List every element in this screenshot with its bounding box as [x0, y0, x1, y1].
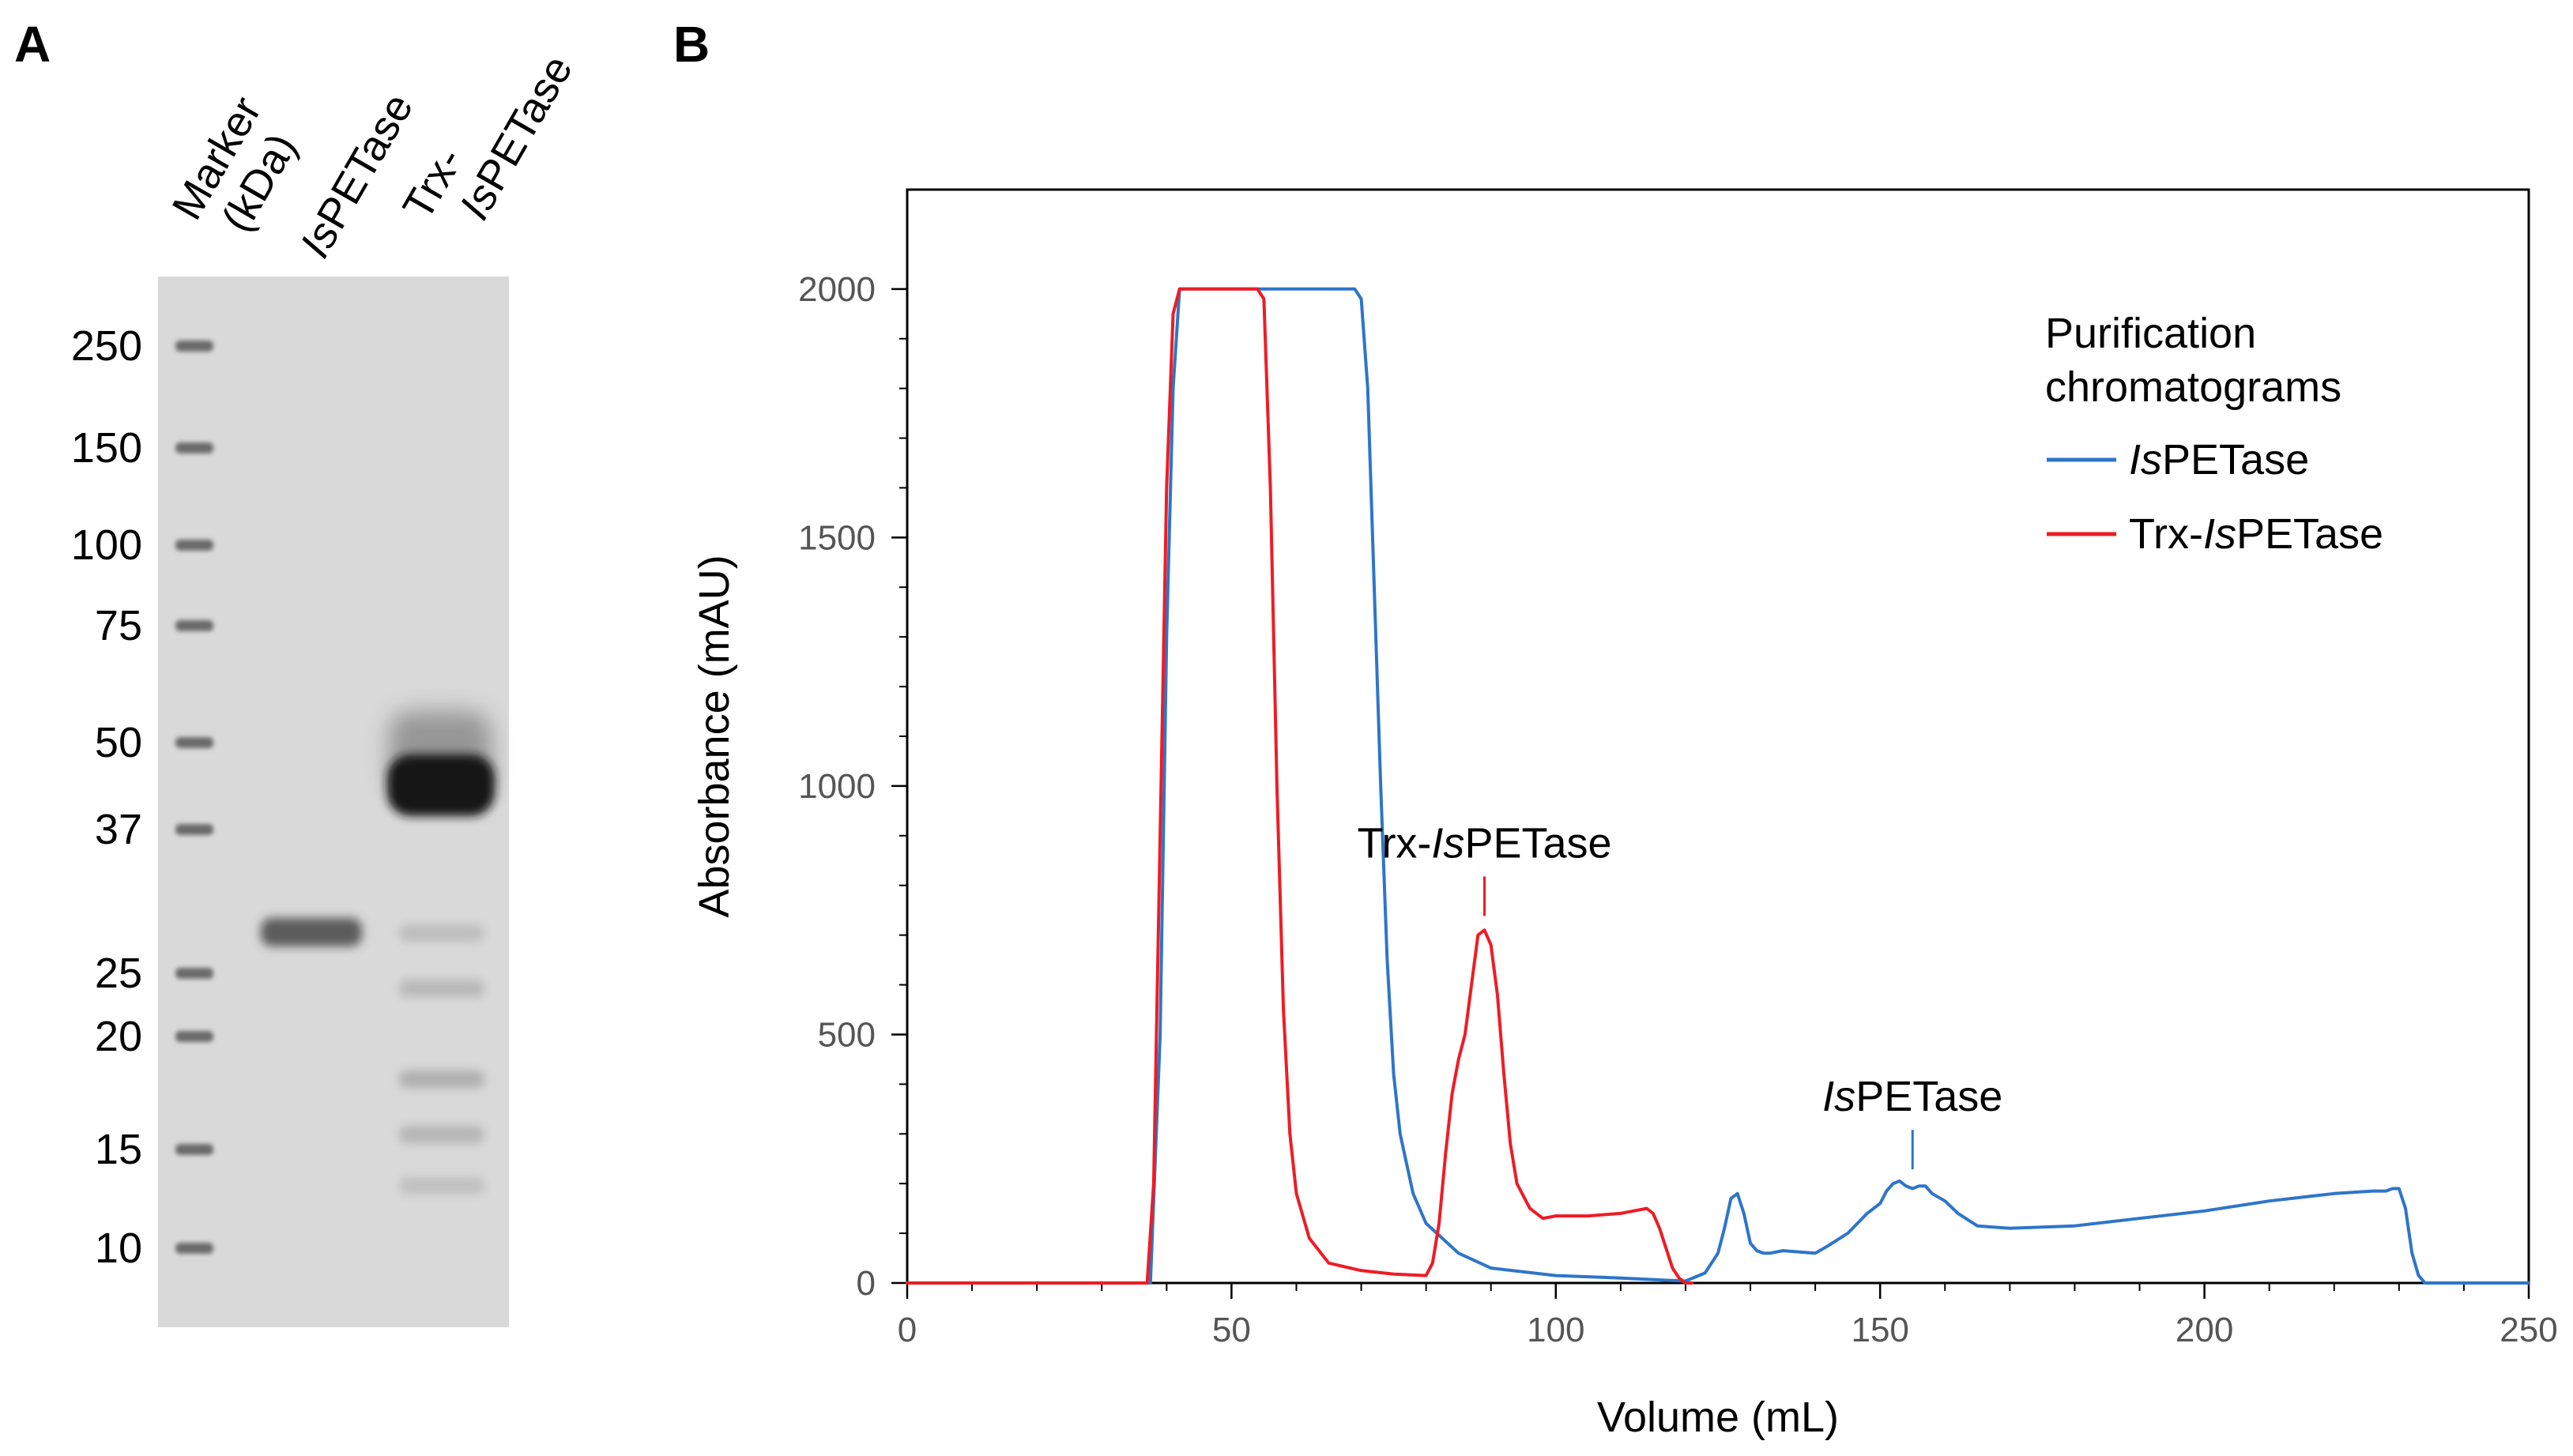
y-axis-title: Absorbance (mAU) — [691, 555, 738, 917]
lane-label-ispetase-rest: PETase — [307, 85, 422, 236]
x-tick-label-150: 150 — [1851, 1311, 1908, 1349]
panel-a-letter: A — [14, 16, 51, 73]
plot-frame — [906, 188, 2530, 1285]
marker-band-15 — [175, 1144, 213, 1155]
legend-title-line2: chromatograms — [2045, 363, 2341, 411]
panel-a: A Marker (kDa) IsPETase Trx- IsPETase 25… — [14, 16, 582, 1327]
marker-label-37: 37 — [95, 806, 142, 853]
marker-label-15: 15 — [95, 1126, 142, 1173]
legend-entry-1-italic: Is — [2203, 510, 2236, 558]
annotation-label-0-rest: PETase — [1464, 819, 1611, 867]
marker-band-75 — [175, 620, 213, 631]
marker-band-50 — [175, 737, 213, 748]
marker-label-10: 10 — [95, 1225, 142, 1272]
series-line-ispetase — [906, 287, 2530, 1285]
panel-b-letter: B — [673, 16, 710, 73]
lane-label-trx-line1: Trx- — [394, 140, 472, 228]
marker-band-20 — [175, 1031, 213, 1042]
marker-label-25: 25 — [95, 950, 142, 997]
x-tick-label-0: 0 — [898, 1311, 917, 1349]
marker-label-75: 75 — [95, 602, 142, 649]
annotation-label-1-rest: PETase — [1855, 1073, 2002, 1120]
marker-label-50: 50 — [95, 719, 142, 766]
marker-label-20: 20 — [95, 1013, 142, 1060]
x-tick-label-200: 200 — [2176, 1311, 2233, 1349]
series-line-trx-ispetase — [906, 287, 1694, 1285]
y-tick-label-2000: 2000 — [798, 270, 876, 309]
trx-minor-band — [399, 1070, 484, 1088]
y-tick-label-500: 500 — [818, 1015, 876, 1054]
trx-minor-band — [399, 1177, 484, 1195]
y-tick-label-0: 0 — [857, 1264, 876, 1303]
trx-minor-band — [399, 1126, 484, 1143]
legend: PurificationchromatogramsIsPETaseTrx-IsP… — [2045, 310, 2383, 558]
lane-label-marker: Marker (kDa) — [163, 78, 318, 252]
y-tick-label-1000: 1000 — [798, 767, 876, 806]
marker-band-10 — [175, 1243, 213, 1254]
trx-minor-band — [399, 980, 484, 997]
legend-entry-0-rest: PETase — [2162, 436, 2309, 483]
legend-entry-1-rest: PETase — [2236, 510, 2383, 558]
trx-ispetase-band — [387, 754, 495, 816]
marker-band-37 — [175, 824, 213, 835]
legend-entry-0: IsPETase — [2129, 436, 2309, 483]
panel-b: B 0 50 100 150 200 250 0 500 1000 1500 2000 Volume … — [673, 16, 2558, 1441]
marker-label-250: 250 — [71, 322, 142, 370]
annotation-label-1: IsPETase — [1822, 1073, 2002, 1120]
x-tick-label-250: 250 — [2500, 1311, 2557, 1349]
y-tick-label-1500: 1500 — [798, 518, 876, 557]
chromatogram-chart: 0 50 100 150 200 250 0 500 1000 1500 2000 Volume (m… — [691, 188, 2558, 1441]
x-axis-title: Volume (mL) — [1597, 1394, 1839, 1441]
x-tick-label-50: 50 — [1212, 1311, 1251, 1349]
marker-band-100 — [175, 540, 213, 551]
annotation-label-0-prefix: Trx- — [1357, 819, 1431, 867]
gel-bands — [175, 340, 495, 1254]
annotation-label-0: Trx-IsPETase — [1357, 819, 1611, 867]
marker-label-150: 150 — [71, 424, 142, 472]
legend-entry-0-italic: Is — [2129, 436, 2162, 483]
molecular-weight-labels: 250 150 100 75 50 37 25 20 15 10 — [71, 322, 142, 1272]
lane-label-trx-ispetase: Trx- IsPETase — [394, 23, 582, 252]
marker-band-250 — [175, 340, 213, 352]
marker-band-25 — [175, 968, 213, 979]
marker-band-150 — [175, 442, 213, 453]
lane-label-trx-rest: PETase — [467, 47, 582, 198]
annotation-label-0-italic: Is — [1431, 819, 1464, 867]
annotation-label-1-italic: Is — [1822, 1073, 1855, 1120]
x-tick-label-100: 100 — [1527, 1311, 1584, 1349]
trx-minor-band — [399, 924, 484, 942]
lane-label-ispetase: IsPETase — [291, 85, 422, 265]
marker-label-100: 100 — [71, 521, 142, 569]
ispetase-band — [261, 918, 362, 946]
legend-entry-1-prefix: Trx- — [2129, 510, 2203, 558]
legend-entry-1: Trx-IsPETase — [2129, 510, 2383, 558]
legend-title-line1: Purification — [2045, 310, 2256, 357]
